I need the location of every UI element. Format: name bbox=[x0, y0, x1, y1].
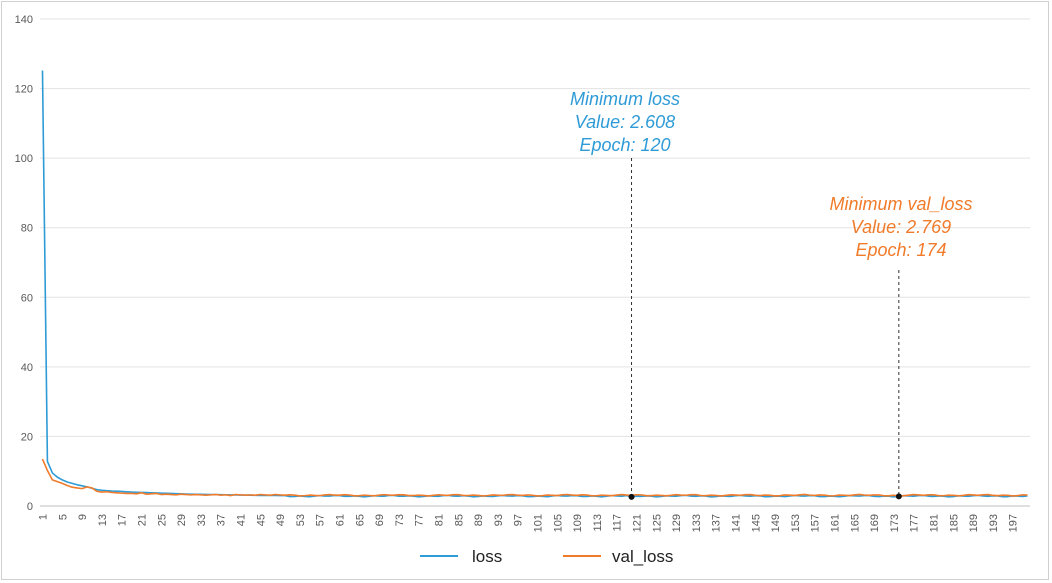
x-tick-label: 197 bbox=[1008, 514, 1020, 532]
min-val-loss-value: Value: 2.769 bbox=[851, 217, 951, 237]
y-tick-label: 0 bbox=[27, 501, 33, 513]
y-axis-ticks: 0 20 40 60 80 100 120 140 bbox=[15, 14, 33, 513]
annotations: Minimum loss Value: 2.608 Epoch: 120 Min… bbox=[570, 89, 973, 500]
x-tick-label: 53 bbox=[295, 514, 307, 526]
gridlines bbox=[40, 18, 1030, 507]
annotation-point-min-val-loss bbox=[895, 493, 902, 500]
x-tick-label: 165 bbox=[849, 514, 861, 532]
x-tick-label: 181 bbox=[928, 514, 940, 532]
x-tick-label: 169 bbox=[869, 514, 881, 532]
y-tick-label: 140 bbox=[15, 14, 33, 26]
x-tick-label: 29 bbox=[176, 514, 188, 526]
x-tick-label: 153 bbox=[790, 514, 802, 532]
x-tick-label: 177 bbox=[909, 514, 921, 532]
x-tick-label: 5 bbox=[57, 514, 69, 520]
x-tick-label: 173 bbox=[889, 514, 901, 532]
x-tick-label: 57 bbox=[315, 514, 327, 526]
y-tick-label: 60 bbox=[21, 292, 33, 304]
y-tick-label: 120 bbox=[15, 84, 33, 96]
y-tick-label: 40 bbox=[21, 362, 33, 374]
x-tick-label: 77 bbox=[414, 514, 426, 526]
x-tick-label: 61 bbox=[334, 514, 346, 526]
x-tick-label: 65 bbox=[354, 514, 366, 526]
x-tick-label: 121 bbox=[631, 514, 643, 532]
x-tick-label: 145 bbox=[750, 514, 762, 532]
x-tick-label: 193 bbox=[988, 514, 1000, 532]
min-loss-epoch: Epoch: 120 bbox=[579, 135, 670, 155]
y-tick-label: 100 bbox=[15, 153, 33, 165]
x-tick-label: 105 bbox=[552, 514, 564, 532]
x-tick-label: 97 bbox=[513, 514, 525, 526]
series-line-loss bbox=[41, 70, 1028, 498]
x-tick-label: 101 bbox=[532, 514, 544, 532]
x-tick-label: 9 bbox=[77, 514, 89, 520]
x-tick-label: 141 bbox=[730, 514, 742, 532]
x-axis-ticks: 1 5 9 13 17 21 25 29 33 37 41 45 49 53 57 61 65 69 73 77 81 8… bbox=[37, 514, 1019, 532]
y-tick-label: 20 bbox=[21, 431, 33, 443]
x-tick-label: 113 bbox=[592, 514, 604, 532]
x-tick-label: 129 bbox=[671, 514, 683, 532]
x-tick-label: 149 bbox=[770, 514, 782, 532]
series-line-val-loss bbox=[41, 458, 1028, 498]
x-tick-label: 161 bbox=[829, 514, 841, 532]
x-tick-label: 109 bbox=[572, 514, 584, 532]
min-val-loss-epoch: Epoch: 174 bbox=[855, 240, 946, 260]
annotation-point-min-loss bbox=[628, 493, 635, 500]
x-tick-label: 25 bbox=[156, 514, 168, 526]
min-loss-title: Minimum loss bbox=[570, 89, 680, 109]
legend: loss val_loss bbox=[420, 547, 673, 566]
legend-val-loss-label: val_loss bbox=[612, 547, 673, 566]
x-tick-label: 17 bbox=[117, 514, 129, 526]
x-tick-label: 41 bbox=[235, 514, 247, 526]
x-tick-label: 89 bbox=[473, 514, 485, 526]
x-tick-label: 13 bbox=[97, 514, 109, 526]
x-tick-label: 81 bbox=[433, 514, 445, 526]
x-tick-label: 37 bbox=[216, 514, 228, 526]
x-tick-label: 185 bbox=[948, 514, 960, 532]
x-tick-label: 45 bbox=[255, 514, 267, 526]
x-tick-label: 73 bbox=[394, 514, 406, 526]
x-tick-label: 33 bbox=[196, 514, 208, 526]
x-tick-label: 137 bbox=[711, 514, 723, 532]
x-tick-label: 125 bbox=[651, 514, 663, 532]
x-tick-label: 117 bbox=[612, 514, 624, 532]
x-tick-label: 21 bbox=[136, 514, 148, 526]
x-tick-label: 133 bbox=[691, 514, 703, 532]
x-tick-label: 69 bbox=[374, 514, 386, 526]
y-tick-label: 80 bbox=[21, 223, 33, 235]
x-tick-label: 93 bbox=[493, 514, 505, 526]
min-loss-value: Value: 2.608 bbox=[575, 112, 675, 132]
series-lines bbox=[41, 70, 1028, 498]
x-tick-label: 1 bbox=[37, 514, 49, 520]
x-tick-label: 85 bbox=[453, 514, 465, 526]
min-val-loss-title: Minimum val_loss bbox=[829, 194, 972, 214]
x-tick-label: 49 bbox=[275, 514, 287, 526]
x-tick-label: 157 bbox=[810, 514, 822, 532]
legend-loss-label: loss bbox=[472, 547, 502, 566]
x-tick-label: 189 bbox=[968, 514, 980, 532]
